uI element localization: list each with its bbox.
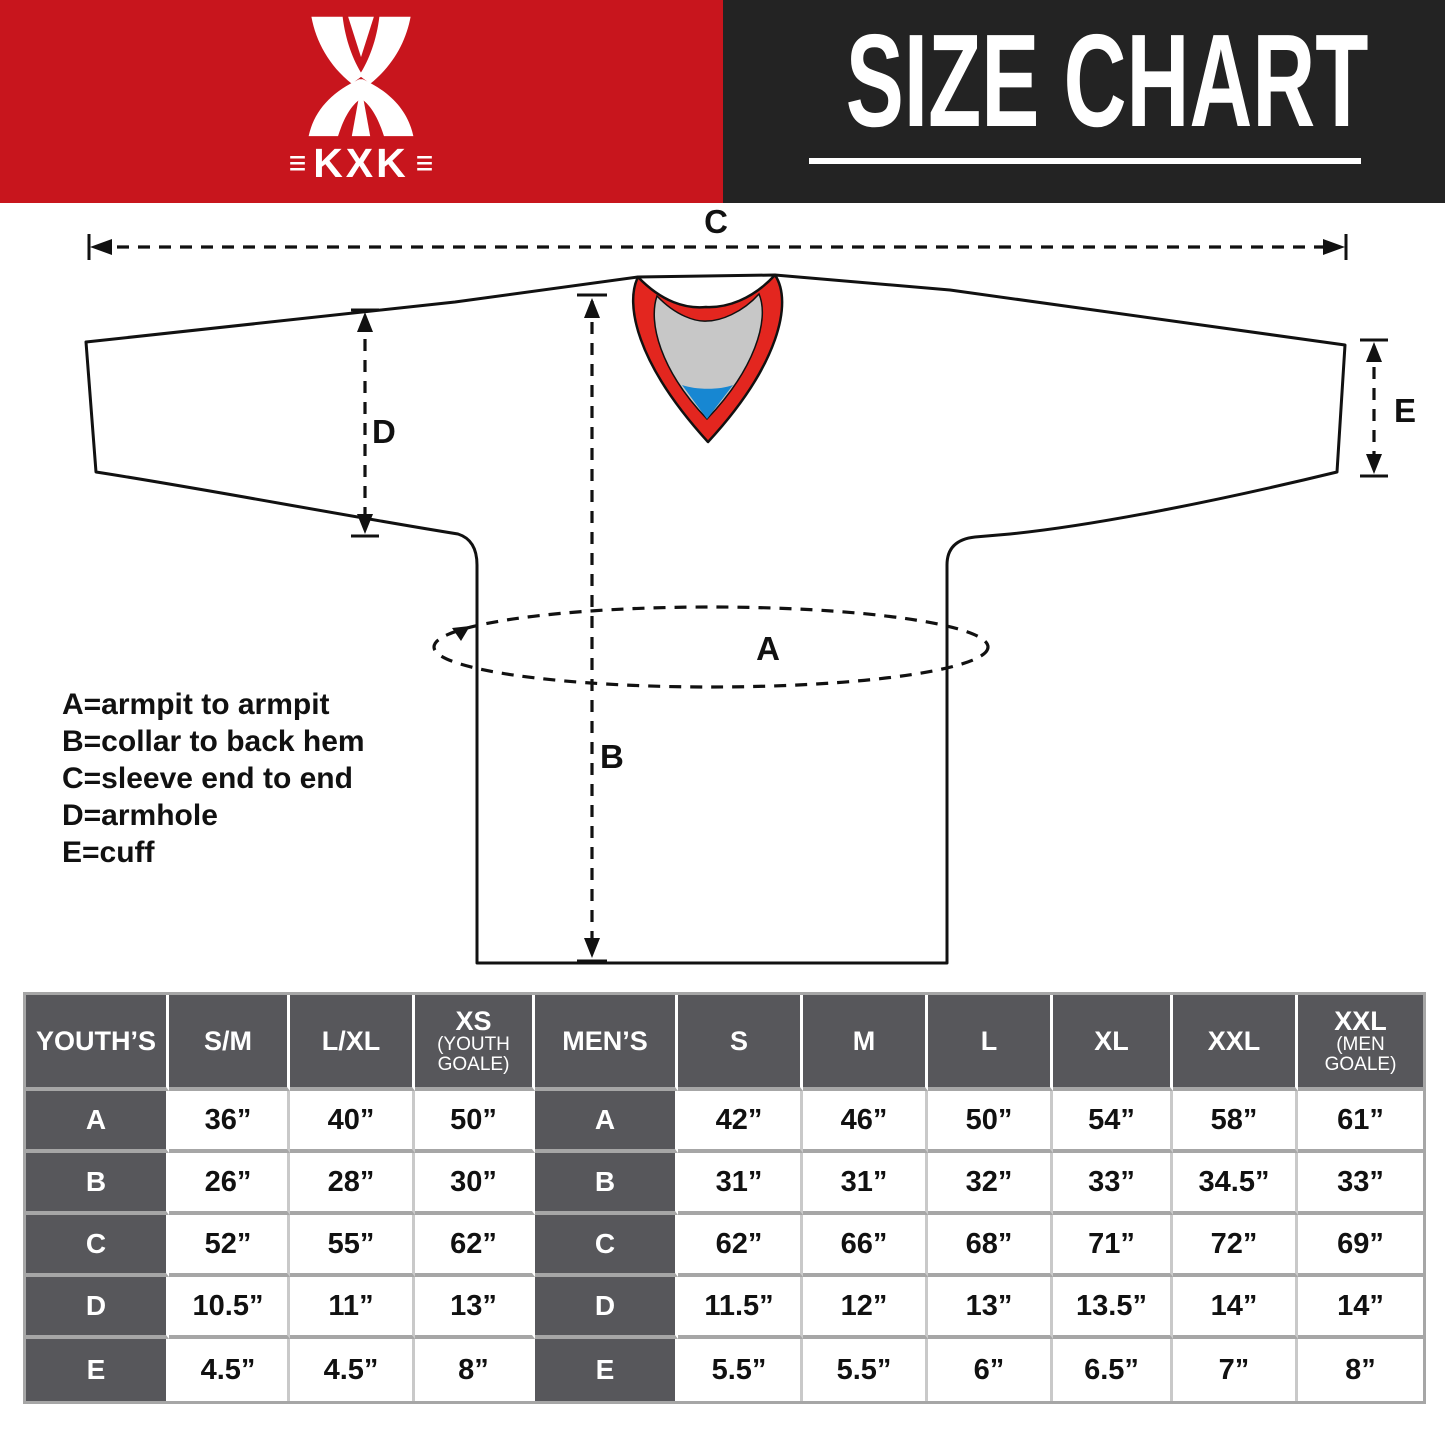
dimension-arrow-c: C (87, 203, 1348, 260)
men-size-value: 66” (803, 1215, 928, 1277)
youth-size-value: 4.5” (169, 1339, 290, 1401)
column-header-s: S (678, 995, 803, 1091)
title-panel: SIZE CHART (723, 0, 1445, 203)
youth-size-value: 13” (415, 1277, 535, 1339)
dimension-label-d: D (372, 413, 396, 450)
dimension-label-b: B (600, 738, 624, 775)
title-underline (809, 158, 1361, 164)
men-size-value: 14” (1173, 1277, 1298, 1339)
men-size-value: 32” (928, 1153, 1053, 1215)
column-header-xxl-men-goale: XXL (MEN GOALE) (1298, 995, 1423, 1091)
dimension-label-a: A (756, 630, 780, 667)
men-size-value: 6.5” (1053, 1339, 1173, 1401)
youth-size-value: 11” (290, 1277, 415, 1339)
youth-size-value: 10.5” (169, 1277, 290, 1339)
kxk-logo-icon (308, 16, 414, 137)
column-header-lxl: L/XL (290, 995, 415, 1091)
column-header-youths: YOUTH’S (26, 995, 169, 1091)
row-label-men: C (535, 1215, 678, 1277)
logo-bars-right-icon: ≡ (415, 143, 434, 182)
youth-size-value: 50” (415, 1091, 535, 1153)
row-label-youth: D (26, 1277, 169, 1339)
brand-logo: ≡ KXK ≡ (256, 14, 466, 187)
column-header-m: M (803, 995, 928, 1091)
youth-size-value: 62” (415, 1215, 535, 1277)
youth-size-value: 36” (169, 1091, 290, 1153)
men-size-value: 12” (803, 1277, 928, 1339)
men-size-value: 61” (1298, 1091, 1423, 1153)
men-size-value: 58” (1173, 1091, 1298, 1153)
jersey-outline (84, 273, 1347, 965)
men-size-value: 34.5” (1173, 1153, 1298, 1215)
legend-line-c: C=sleeve end to end (62, 762, 353, 795)
men-size-value: 33” (1053, 1153, 1173, 1215)
men-size-value: 8” (1345, 1353, 1376, 1386)
dimension-ellipse-a: A (432, 605, 990, 689)
column-header-l: L (928, 995, 1053, 1091)
men-size-value: 7” (1173, 1339, 1298, 1401)
men-size-value: 5.5” (678, 1339, 803, 1401)
men-size-value: 5.5” (803, 1339, 928, 1401)
youth-size-value: 55” (290, 1215, 415, 1277)
column-header-xl: XL (1053, 995, 1173, 1091)
men-size-value: 71” (1053, 1215, 1173, 1277)
men-size-value: 54” (1053, 1091, 1173, 1153)
header-banner: ≡ KXK ≡ SIZE CHART (0, 0, 1445, 203)
legend-line-a: A=armpit to armpit (62, 688, 330, 721)
men-size-value: 13.5” (1053, 1277, 1173, 1339)
row-label-men: B (535, 1153, 678, 1215)
dimension-label-e: E (1394, 392, 1416, 429)
row-label-youth: E (26, 1339, 169, 1401)
collar-blue-wedge (682, 385, 733, 419)
row-label-youth: C (26, 1215, 169, 1277)
jersey-diagram: C D B E A (84, 203, 1416, 965)
dimension-arrow-e: E (1360, 338, 1416, 478)
men-size-value: 69” (1298, 1215, 1423, 1277)
men-size-value: 6” (928, 1339, 1053, 1401)
row-label-men: E (535, 1339, 678, 1401)
logo-wordmark: ≡ KXK ≡ (282, 140, 441, 187)
men-size-value: 68” (928, 1215, 1053, 1277)
men-size-value: 46” (803, 1091, 928, 1153)
youth-size-value: 40” (290, 1091, 415, 1153)
measurement-legend: A=armpit to armpit B=collar to back hem … (62, 686, 365, 871)
men-size-value: 33” (1298, 1153, 1423, 1215)
men-size-value: 50” (928, 1091, 1053, 1153)
men-size-value: 72” (1173, 1215, 1298, 1277)
dimension-arrow-b: B (577, 293, 624, 963)
youth-size-value: 30” (415, 1153, 535, 1215)
youth-size-value: 8” (415, 1339, 535, 1401)
men-size-value: 14” (1298, 1277, 1423, 1339)
youth-size-value: 4.5” (290, 1339, 415, 1401)
column-header-xs-youth-goale: XS (YOUTH GOALE) (415, 995, 535, 1091)
collar-inner (653, 292, 764, 421)
men-size-value: 11.5” (678, 1277, 803, 1339)
logo-bars-left-icon: ≡ (288, 143, 307, 182)
row-label-men: D (535, 1277, 678, 1339)
youth-size-value: 52” (169, 1215, 290, 1277)
row-label-youth: A (26, 1091, 169, 1153)
page-title: SIZE CHART (845, 7, 1369, 154)
legend-line-b: B=collar to back hem (62, 725, 365, 758)
logo-text: KXK (313, 140, 409, 186)
men-size-value: 31” (803, 1153, 928, 1215)
legend-line-d: D=armhole (62, 799, 218, 832)
column-header-xxl: XXL (1173, 995, 1298, 1091)
legend-line-e: E=cuff (62, 836, 155, 869)
men-size-value: 31” (678, 1153, 803, 1215)
row-label-youth: B (26, 1153, 169, 1215)
youth-size-value: 26” (169, 1153, 290, 1215)
men-size-value: 13” (928, 1277, 1053, 1339)
youth-size-value: 28” (290, 1153, 415, 1215)
column-header-mens: MEN’S (535, 995, 678, 1091)
men-size-value: 62” (678, 1215, 803, 1277)
brand-panel: ≡ KXK ≡ (0, 0, 723, 203)
size-table: YOUTH’S S/M L/XL XS (YOUTH GOALE) MEN’S … (23, 992, 1426, 1404)
dimension-arrow-d: D (351, 308, 396, 538)
jersey-collar (632, 273, 784, 444)
dimension-label-c: C (704, 203, 728, 240)
row-label-men: A (535, 1091, 678, 1153)
column-header-sm: S/M (169, 995, 290, 1091)
men-size-value: 42” (678, 1091, 803, 1153)
